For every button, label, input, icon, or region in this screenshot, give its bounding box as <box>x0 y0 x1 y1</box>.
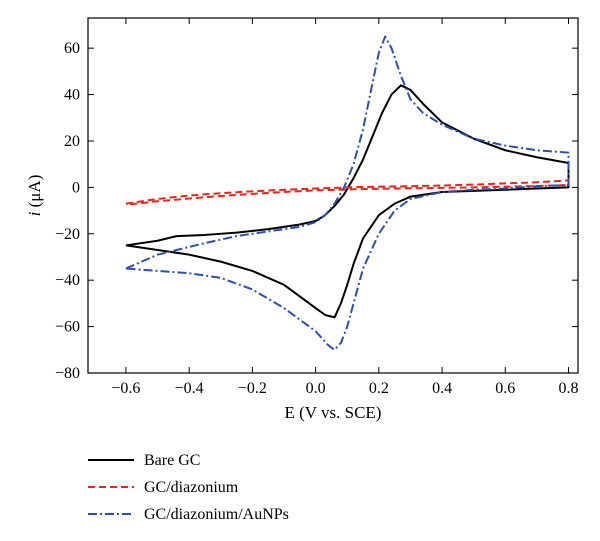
y-axis-title-symbol: i <box>25 211 44 216</box>
x-tick-label: −0.2 <box>238 380 267 397</box>
y-tick-label: −20 <box>55 226 80 243</box>
ticks-layer: −0.6 −0.4 −0.2 0.0 0.2 0.4 0.6 0.8 −80 −60 −40 −20 0… <box>55 18 579 397</box>
y-axis-title-unit: (μA) <box>25 175 44 212</box>
series-layer <box>125 35 570 351</box>
x-tick-label: 0.6 <box>495 380 515 397</box>
x-tick-label: 0.2 <box>369 380 389 397</box>
x-axis-title: E (V vs. SCE) <box>285 403 382 422</box>
y-tick-label: −80 <box>55 365 80 382</box>
x-tick-label: 0.8 <box>559 380 579 397</box>
y-tick-label: 20 <box>64 133 80 150</box>
y-tick-label: 60 <box>64 40 80 57</box>
y-tick-label: −60 <box>55 319 80 336</box>
legend: Bare GC GC/diazonium GC/diazonium/AuNPs <box>88 452 289 523</box>
series-line-gc-diazonium <box>125 179 570 206</box>
series-line-bare-gc <box>125 84 570 319</box>
plot-frame <box>87 17 579 374</box>
legend-label-gc-diazonium-aunps: GC/diazonium/AuNPs <box>144 506 289 523</box>
series-line-gc-diazonium-aunps <box>125 35 570 351</box>
y-tick-label: −40 <box>55 272 80 289</box>
x-tick-label: 0.0 <box>306 380 326 397</box>
legend-label-gc-diazonium: GC/diazonium <box>144 479 239 496</box>
legend-label-bare-gc: Bare GC <box>144 452 200 469</box>
x-tick-label: −0.6 <box>111 380 140 397</box>
x-tick-label: −0.4 <box>175 380 204 397</box>
y-tick-label: 0 <box>72 179 80 196</box>
y-axis-title: i (μA) <box>25 175 44 217</box>
y-tick-label: 40 <box>64 87 80 104</box>
x-tick-label: 0.4 <box>432 380 452 397</box>
